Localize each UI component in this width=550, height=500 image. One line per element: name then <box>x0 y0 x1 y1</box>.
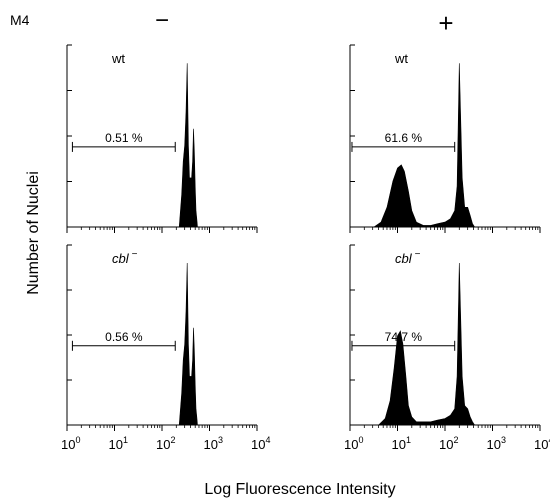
x-tick-base: 10 <box>251 437 265 452</box>
x-tick-base: 10 <box>156 437 170 452</box>
x-tick-label: 100 <box>344 435 363 452</box>
x-tick-base: 10 <box>534 437 548 452</box>
x-tick-label: 100 <box>61 435 80 452</box>
x-tick-base: 10 <box>439 437 453 452</box>
x-tick-label: 101 <box>109 435 128 452</box>
panel-title: cbl − <box>395 249 421 266</box>
x-tick-exponent: 2 <box>453 435 458 445</box>
x-tick-label: 102 <box>439 435 458 452</box>
x-tick-base: 10 <box>487 437 501 452</box>
x-tick-exponent: 3 <box>218 435 223 445</box>
panel-title-superscript: − <box>132 249 138 260</box>
x-tick-exponent: 3 <box>501 435 506 445</box>
x-tick-base: 10 <box>204 437 218 452</box>
x-axis-label: Log Fluorescence Intensity <box>204 481 395 498</box>
gate-label: 61.6 % <box>385 131 423 145</box>
x-tick-exponent: 2 <box>170 435 175 445</box>
x-tick-label: 102 <box>156 435 175 452</box>
histogram-area <box>178 262 199 426</box>
panel-title: wt <box>111 51 125 66</box>
x-tick-exponent: 0 <box>358 435 363 445</box>
x-tick-label: 101 <box>392 435 411 452</box>
x-tick-exponent: 1 <box>123 435 128 445</box>
x-tick-label: 103 <box>204 435 223 452</box>
x-tick-base: 10 <box>392 437 406 452</box>
x-tick-exponent: 4 <box>265 435 270 445</box>
x-tick-label: 103 <box>487 435 506 452</box>
x-tick-exponent: 0 <box>75 435 80 445</box>
panel-4: 10010110210310474.7 %cbl− <box>344 244 550 452</box>
histogram-area <box>377 262 476 426</box>
panel-title: cbl − <box>112 249 138 266</box>
x-tick-base: 10 <box>61 437 75 452</box>
column-header-plus: + <box>438 8 453 38</box>
marker-label: M4 <box>10 12 30 28</box>
panel-title: wt <box>394 51 408 66</box>
histogram-area <box>373 63 476 228</box>
x-tick-exponent: 1 <box>406 435 411 445</box>
x-tick-label: 104 <box>251 435 270 452</box>
gate-label: 74.7 % <box>385 330 423 344</box>
gate-label: 0.56 % <box>105 330 143 344</box>
x-tick-label: 104 <box>534 435 550 452</box>
gate-label: 0.51 % <box>105 131 143 145</box>
histogram-area <box>178 63 199 228</box>
x-tick-exponent: 4 <box>548 435 550 445</box>
x-tick-base: 10 <box>344 437 358 452</box>
x-tick-base: 10 <box>109 437 123 452</box>
y-axis-label: Number of Nuclei <box>25 171 42 295</box>
panel-2: 61.6 % wt <box>349 44 541 233</box>
column-header-minus: − <box>155 7 169 34</box>
panel-title-superscript: − <box>415 249 421 260</box>
panel-1: 0.51 % wt <box>66 44 258 233</box>
